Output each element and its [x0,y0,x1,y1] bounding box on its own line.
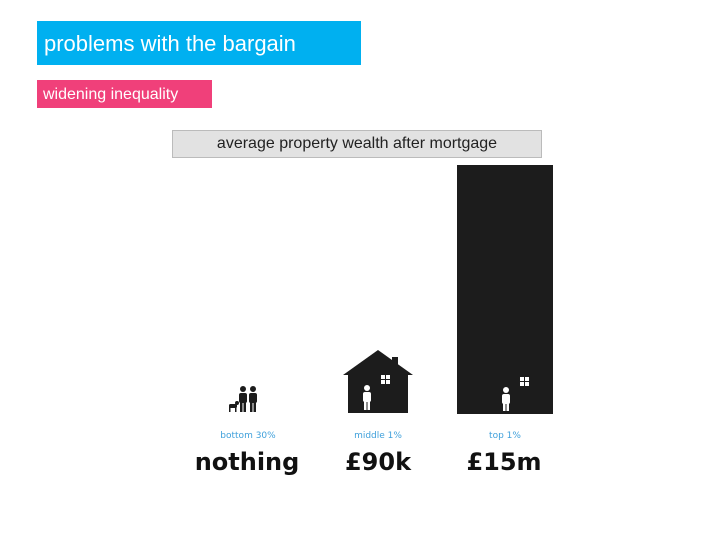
column-value: £15m [466,448,541,476]
people-icon [229,386,257,412]
house-icon [343,350,413,413]
column-label: bottom 30% [220,431,276,441]
slide-title: problems with the bargain [37,21,361,65]
panel-title: average property wealth after mortgage [172,130,542,158]
window-icon [520,377,529,386]
column-label: top 1% [489,431,521,441]
column-value: £90k [345,448,412,476]
column-label: middle 1% [354,431,402,441]
tall-building [457,165,553,414]
person-icon [502,387,510,411]
column-value: nothing [195,448,300,476]
slide-subtitle: widening inequality [37,80,212,108]
